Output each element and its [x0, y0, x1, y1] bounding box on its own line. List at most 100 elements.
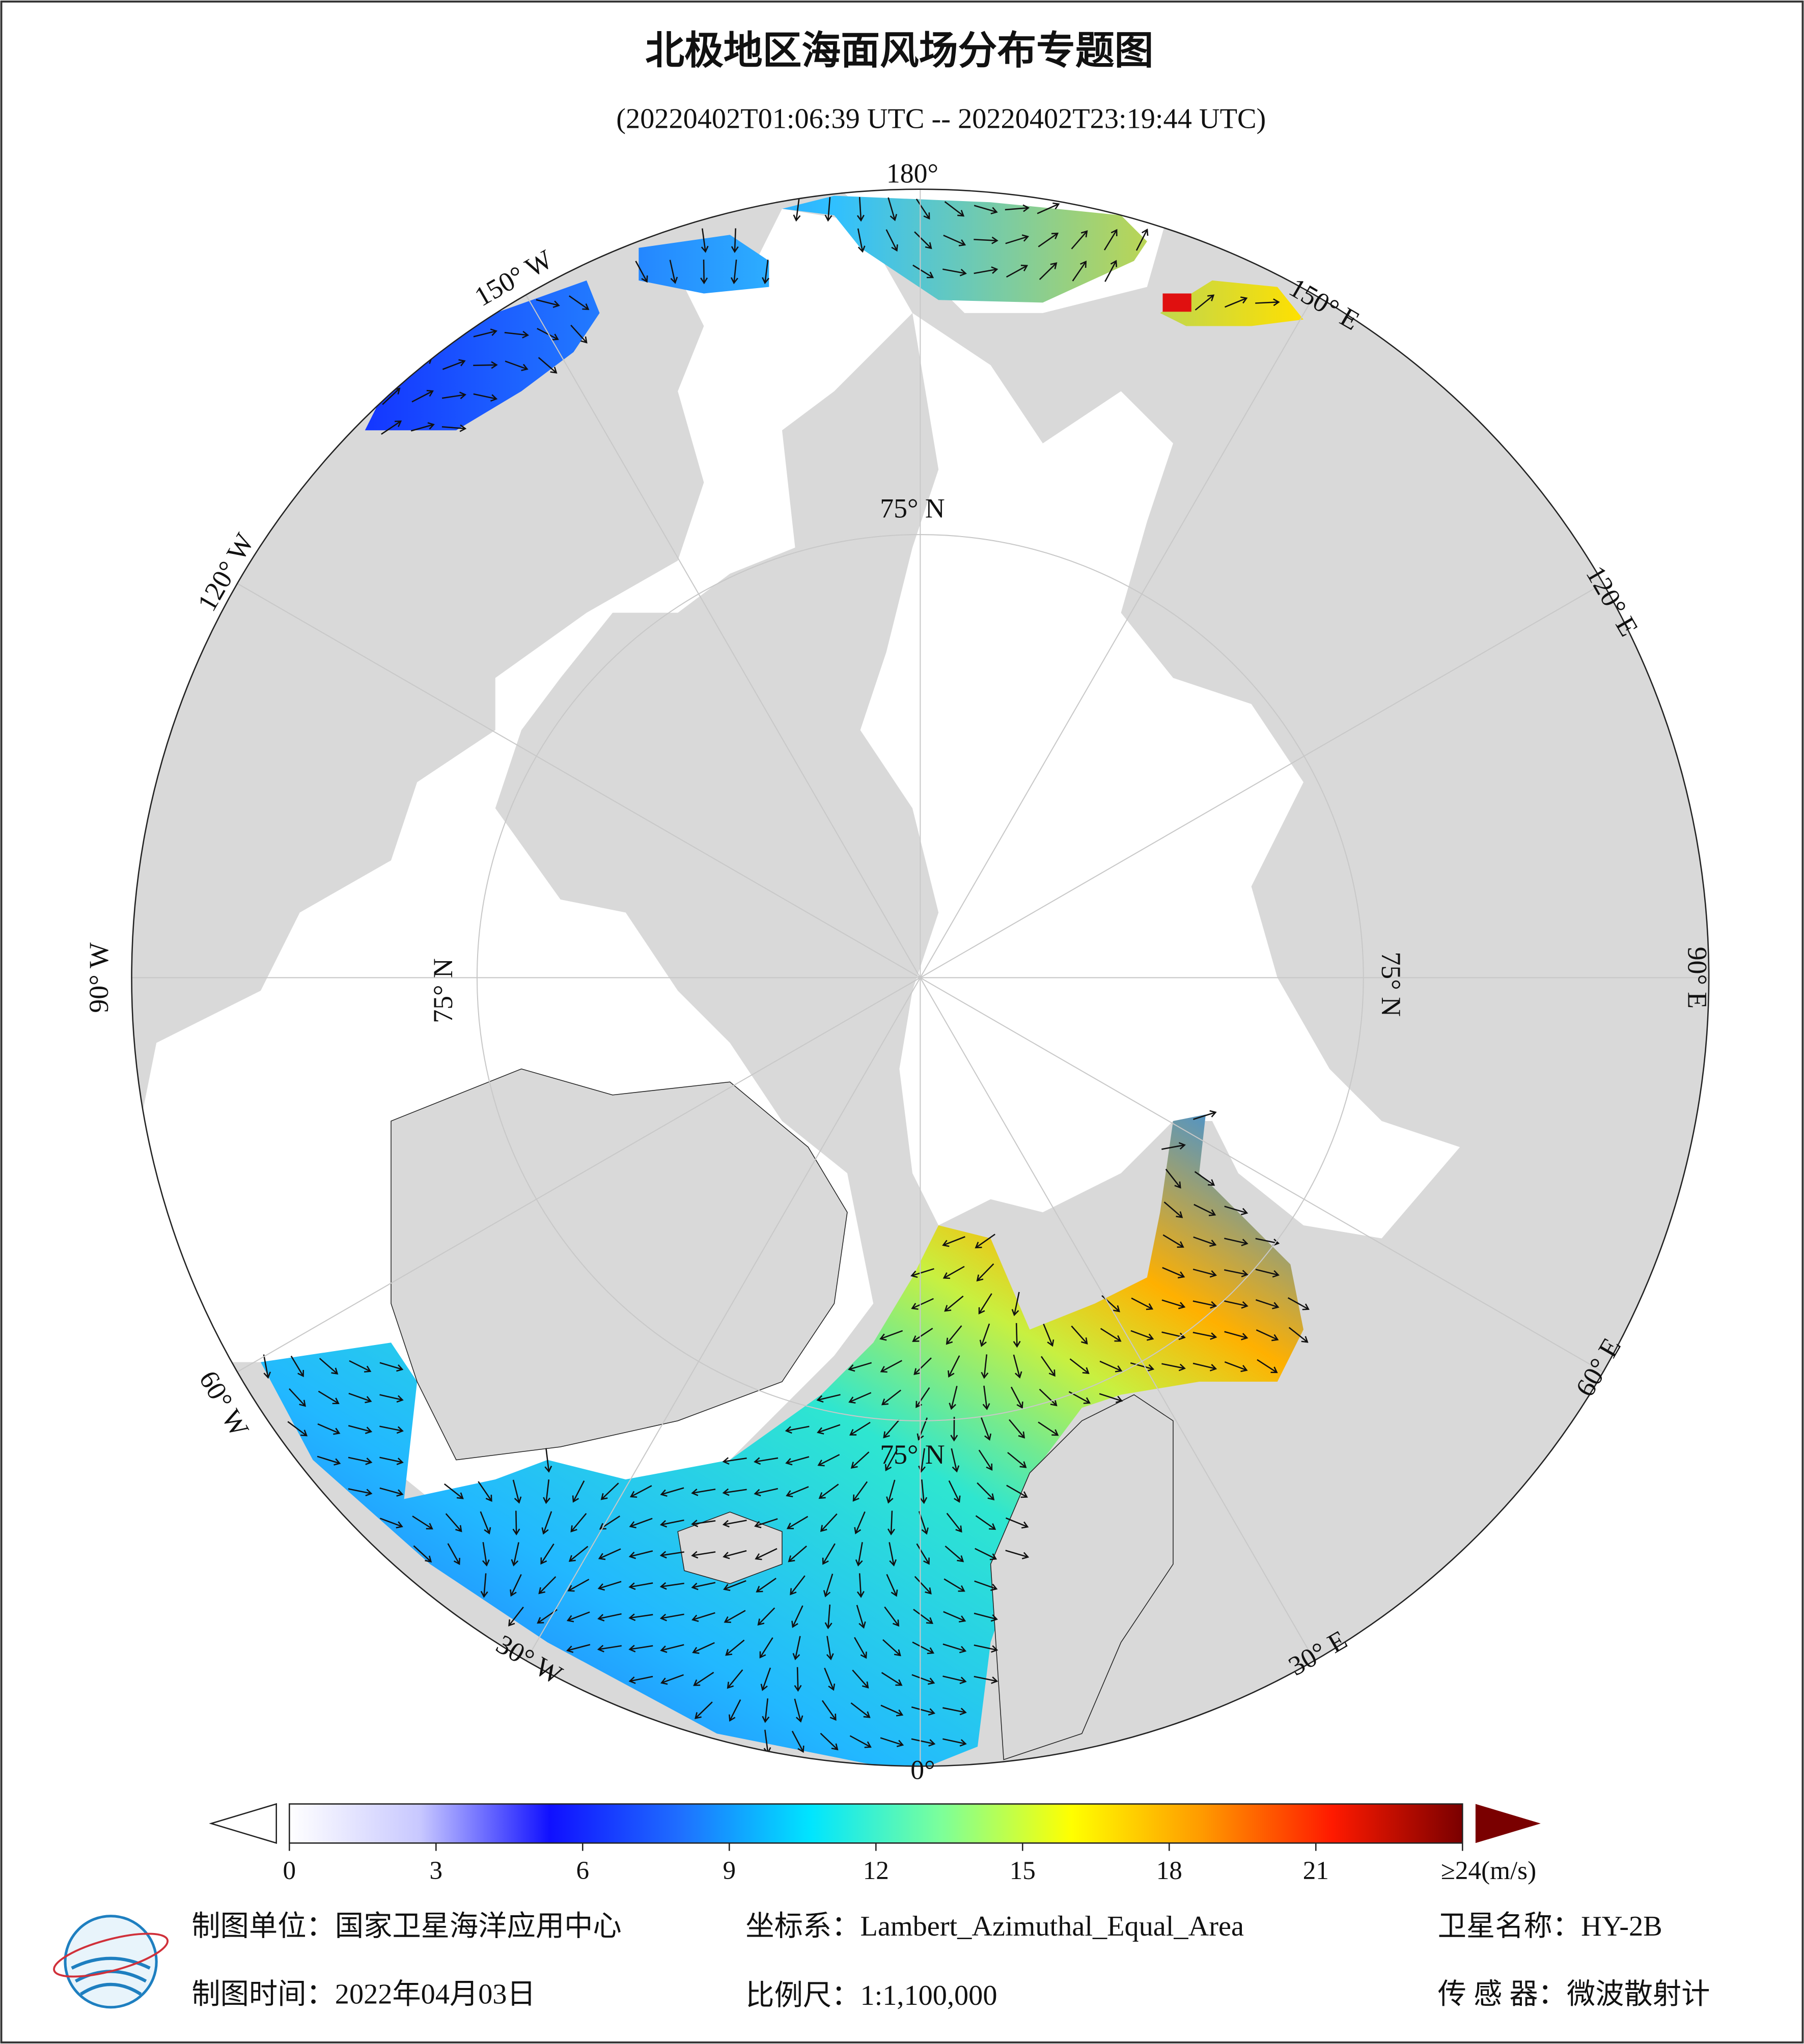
wind-arrow	[911, 1298, 934, 1310]
wind-arrow	[886, 1479, 896, 1504]
wind-arrow	[723, 1580, 746, 1591]
wind-arrow	[1011, 1292, 1020, 1317]
wind-arrow	[1287, 1297, 1310, 1310]
colorbar-tick-label: 0	[283, 1856, 296, 1885]
wind-arrow	[942, 1675, 967, 1685]
wind-arrow	[856, 197, 865, 222]
wind-arrow	[1163, 1201, 1183, 1218]
wind-arrow	[882, 1639, 901, 1657]
wind-arrow	[597, 1644, 622, 1653]
wind-arrow	[942, 1643, 967, 1654]
wind-arrow	[1006, 1485, 1028, 1498]
wind-arrow	[791, 1730, 804, 1753]
wind-arrow	[629, 1518, 653, 1529]
wind-arrow	[1099, 1393, 1123, 1404]
wind-arrow	[317, 1455, 341, 1466]
wind-arrow	[691, 1551, 716, 1559]
wind-arrow	[944, 201, 965, 217]
wind-arrow	[880, 1360, 902, 1373]
wind-arrow	[852, 1669, 869, 1689]
wind-arrow	[1043, 1324, 1054, 1347]
wind-arrow	[730, 259, 738, 285]
wind-arrow	[1224, 1300, 1248, 1309]
wind-arrow	[916, 1543, 930, 1565]
wind-arrow	[537, 328, 559, 341]
wind-arrow	[691, 1612, 715, 1622]
wind-arrow	[943, 234, 966, 246]
wind-arrow	[289, 1388, 306, 1407]
wind-arrow	[762, 259, 769, 285]
wind-arrow	[729, 1699, 741, 1722]
wind-arrow	[791, 1605, 803, 1628]
wind-arrow	[883, 1419, 900, 1439]
wind-arrow	[754, 1488, 779, 1497]
wind-arrow	[754, 1457, 779, 1465]
wind-arrow	[1069, 1358, 1090, 1374]
wind-arrow	[1135, 228, 1149, 251]
wind-arrow	[505, 360, 529, 371]
wind-arrow	[379, 1518, 403, 1529]
longitude-label: 90° E	[1682, 947, 1713, 1009]
wind-arrow	[880, 1737, 904, 1747]
wind-arrow	[731, 228, 739, 253]
wind-arrow	[1037, 202, 1060, 214]
wind-arrow	[1224, 1361, 1248, 1373]
wind-arrow	[918, 1448, 926, 1473]
footer-sensor: 传 感 器：微波散射计	[1438, 1978, 1710, 2010]
wind-arrow	[785, 1456, 810, 1466]
wind-arrow	[727, 1669, 743, 1689]
wind-arrow	[826, 1636, 834, 1661]
wind-arrow	[912, 1641, 935, 1655]
wind-arrow	[349, 1360, 372, 1373]
wind-arrow	[816, 1394, 841, 1403]
wind-arrow	[447, 1543, 460, 1565]
wind-arrow	[659, 1519, 684, 1528]
wind-arrow	[1005, 234, 1030, 244]
wind-arrow	[977, 1482, 995, 1501]
wind-arrow	[852, 1481, 868, 1502]
wind-arrow	[974, 1580, 998, 1591]
wind-arrow	[820, 1513, 838, 1532]
wind-arrow	[572, 1480, 585, 1503]
wind-arrow	[410, 422, 435, 432]
wind-arrow	[1071, 1325, 1088, 1345]
wind-arrow	[413, 1545, 432, 1563]
wind-arrow	[1005, 1517, 1029, 1529]
wind-arrow	[597, 1613, 622, 1621]
wind-arrow	[411, 389, 434, 403]
wind-arrow	[568, 1546, 589, 1562]
wind-arrow	[879, 1330, 903, 1341]
wind-arrow	[1224, 1238, 1248, 1246]
wind-arrow	[1192, 1268, 1217, 1278]
wind-arrow	[946, 1325, 962, 1345]
wind-arrow	[659, 1582, 684, 1590]
wind-arrow	[760, 1667, 771, 1691]
wind-arrow	[1225, 296, 1248, 308]
wind-arrow	[762, 1698, 770, 1723]
wind-arrow	[913, 1609, 933, 1624]
wind-arrow	[785, 1425, 810, 1434]
wind-arrow	[659, 1551, 684, 1559]
wind-arrow	[824, 1667, 836, 1691]
colorbar-tick-label: 6	[576, 1856, 590, 1885]
wind-arrow	[597, 1581, 622, 1591]
wind-arrow	[541, 1511, 552, 1535]
wind-arrow	[600, 1482, 619, 1500]
footer-unit: 制图单位：国家卫星海洋应用中心	[191, 1911, 621, 1942]
wind-arrow	[1195, 294, 1215, 311]
wind-arrow	[700, 259, 708, 285]
colorbar-tick-label: 21	[1303, 1856, 1329, 1885]
wind-arrow	[379, 1457, 404, 1465]
wind-arrow	[912, 1328, 933, 1342]
wind-arrow	[974, 266, 998, 274]
wind-arrow	[381, 421, 402, 435]
logo	[53, 1915, 169, 2009]
wind-arrow	[946, 1513, 962, 1533]
wind-arrow	[1192, 1362, 1217, 1371]
wind-arrow	[1288, 1327, 1309, 1343]
wind-arrow	[379, 1487, 404, 1497]
wind-arrow	[976, 1263, 994, 1282]
wind-arrow	[881, 1672, 903, 1686]
latitude-label: 75° N	[428, 958, 458, 1023]
wind-arrow	[566, 1644, 591, 1653]
